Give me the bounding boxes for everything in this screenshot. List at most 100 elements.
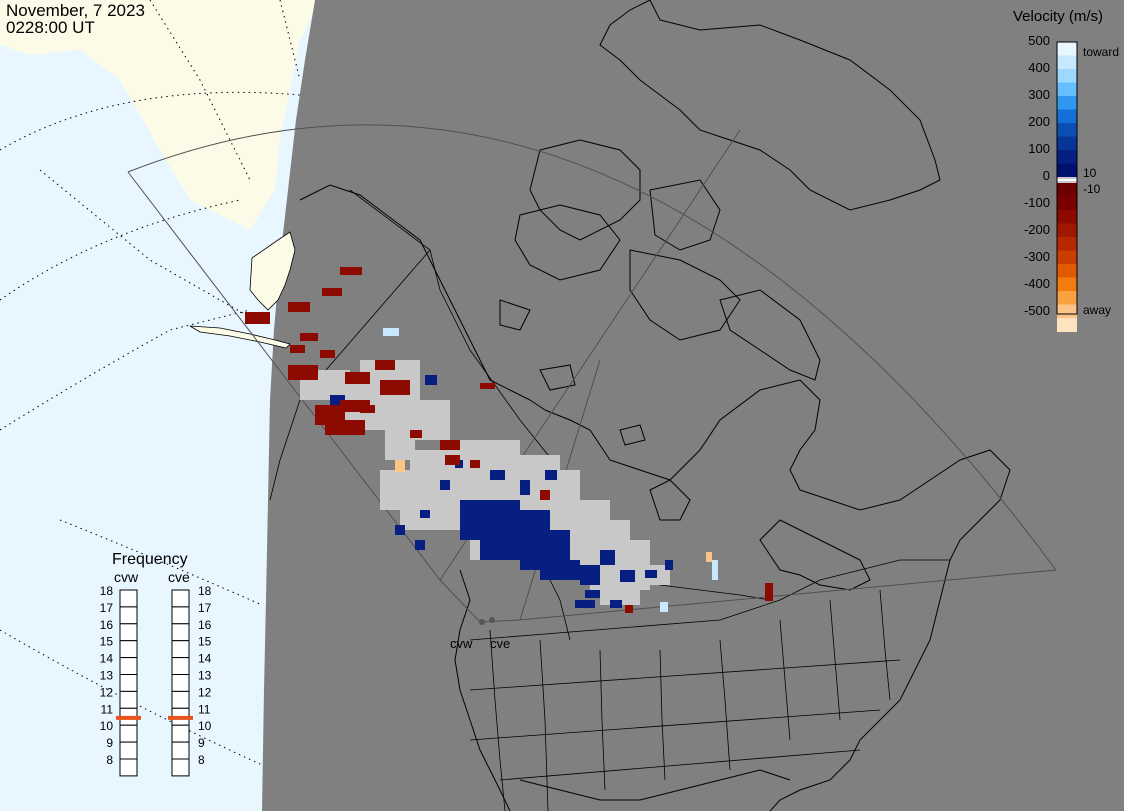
colorbar-segment bbox=[1057, 318, 1077, 332]
frequency-tick-label: 10 bbox=[198, 719, 212, 733]
frequency-tick-label: 9 bbox=[106, 736, 113, 750]
backscatter-cell bbox=[540, 490, 550, 500]
frequency-tick-label: 13 bbox=[100, 669, 114, 683]
colorbar-segment bbox=[1057, 69, 1077, 83]
frequency-panel: Frequency cvw cve 1817161514131211109818… bbox=[100, 551, 212, 777]
colorbar-segment bbox=[1057, 163, 1077, 178]
colorbar-tick-label: 400 bbox=[1028, 60, 1050, 75]
frequency-tick-label: 17 bbox=[100, 601, 114, 615]
frequency-cell bbox=[171, 674, 190, 692]
frequency-cell bbox=[119, 640, 138, 659]
colorbar-tick-label: 0 bbox=[1043, 168, 1050, 183]
colorbar-segment bbox=[1057, 277, 1077, 292]
colorbar-segment bbox=[1057, 223, 1077, 238]
frequency-cell bbox=[119, 657, 138, 675]
colorbar-segment bbox=[1057, 109, 1077, 124]
backscatter-cell bbox=[445, 455, 460, 465]
frequency-cell bbox=[119, 758, 138, 777]
frequency-tick-label: 8 bbox=[198, 753, 205, 767]
coastlines bbox=[299, 0, 1011, 811]
colorbar-away-segments bbox=[1057, 183, 1077, 332]
frequency-tick-label: 11 bbox=[198, 702, 211, 716]
backscatter-cell bbox=[288, 365, 318, 380]
colorbar-toward-segments bbox=[1057, 42, 1077, 178]
frequency-cell bbox=[171, 623, 190, 642]
backscatter-cell bbox=[600, 550, 615, 565]
frequency-tick-label: 15 bbox=[100, 635, 114, 649]
backscatter-cell bbox=[706, 552, 712, 562]
backscatter-cell bbox=[245, 312, 270, 324]
backscatter-cell bbox=[395, 525, 405, 535]
backscatter-cell bbox=[360, 405, 375, 413]
frequency-tick-label: 12 bbox=[100, 685, 114, 699]
frequency-cell bbox=[119, 623, 138, 642]
frequency-tick-label: 18 bbox=[198, 584, 212, 598]
backscatter-cell bbox=[610, 600, 622, 608]
backscatter-cell bbox=[560, 560, 580, 580]
colorbar-tick-label: 500 bbox=[1028, 33, 1050, 48]
backscatter-cell bbox=[765, 583, 773, 601]
frequency-cell bbox=[119, 589, 138, 608]
colorbar-tick-label: 100 bbox=[1028, 141, 1050, 156]
backscatter-cell bbox=[620, 570, 635, 582]
backscatter-cell bbox=[375, 360, 395, 370]
frequency-tick-label: 12 bbox=[198, 685, 212, 699]
backscatter-cell bbox=[290, 345, 305, 353]
backscatter-cell bbox=[410, 430, 422, 438]
frequency-tick-label: 15 bbox=[198, 635, 212, 649]
frequency-cell bbox=[171, 606, 190, 625]
colorbar-label-neg-threshold: -10 bbox=[1083, 182, 1101, 196]
colorbar-tick-label: 200 bbox=[1028, 114, 1050, 129]
backscatter-cell bbox=[322, 288, 342, 296]
alaska-day-land bbox=[249, 231, 296, 311]
frequency-cell bbox=[171, 724, 190, 743]
backscatter-cell bbox=[288, 302, 310, 312]
colorbar-segment bbox=[1057, 55, 1077, 70]
frequency-tick-label: 17 bbox=[198, 601, 212, 615]
frequency-tick-label: 16 bbox=[198, 618, 212, 632]
backscatter-cell bbox=[665, 560, 673, 570]
colorbar-segment bbox=[1057, 264, 1077, 278]
radar-site-label-cve: cve bbox=[490, 636, 510, 651]
frequency-cell bbox=[171, 690, 190, 709]
backscatter-cell bbox=[480, 383, 495, 389]
frequency-cell bbox=[171, 657, 190, 675]
backscatter-cell bbox=[470, 460, 480, 468]
backscatter-cell bbox=[395, 460, 405, 472]
frequency-gauges: 18 17 16 15 14 13 12 11 10 9 8 18 17 16 15 14 13 12 11 10 9 8 bbox=[100, 584, 212, 777]
day-land-area bbox=[0, 0, 320, 230]
backscatter-cell bbox=[420, 510, 430, 518]
frequency-cell bbox=[119, 741, 138, 760]
backscatter-cell bbox=[415, 540, 425, 550]
frequency-tick-label: 18 bbox=[100, 584, 114, 598]
colorbar-segment bbox=[1057, 196, 1077, 211]
colorbar-tick-label: -200 bbox=[1024, 222, 1050, 237]
backscatter-cell bbox=[345, 372, 370, 384]
frequency-cell bbox=[119, 724, 138, 743]
frequency-tick-label: 8 bbox=[106, 753, 113, 767]
time-label: 0228:00 UT bbox=[6, 18, 95, 37]
backscatter-cell bbox=[325, 420, 365, 435]
colorbar-segment bbox=[1057, 291, 1077, 305]
frequency-cell bbox=[171, 640, 190, 659]
backscatter-cell bbox=[425, 375, 437, 385]
colorbar-segment bbox=[1057, 123, 1077, 137]
colorbar-segment bbox=[1057, 42, 1077, 56]
backscatter-cell bbox=[660, 602, 668, 612]
backscatter-cell bbox=[712, 560, 718, 580]
colorbar-tick-label: -500 bbox=[1024, 303, 1050, 318]
backscatter-cell bbox=[520, 480, 530, 495]
colorbar-tick-labels: 500 400 300 200 100 0 -100 -200 -300 -400 -500 bbox=[1024, 33, 1050, 318]
frequency-cell bbox=[119, 674, 138, 692]
colorbar-segment bbox=[1057, 237, 1077, 251]
aleutian-chain bbox=[189, 325, 291, 349]
night-side bbox=[262, 0, 1124, 811]
backscatter-cell bbox=[545, 470, 557, 480]
colorbar-zero-segments bbox=[1057, 177, 1077, 183]
frequency-tick-label: 10 bbox=[100, 719, 114, 733]
backscatter-layer bbox=[245, 267, 773, 613]
backscatter-cell bbox=[490, 470, 505, 480]
frequency-tick-label: 9 bbox=[198, 736, 205, 750]
colorbar-segment bbox=[1057, 96, 1077, 110]
